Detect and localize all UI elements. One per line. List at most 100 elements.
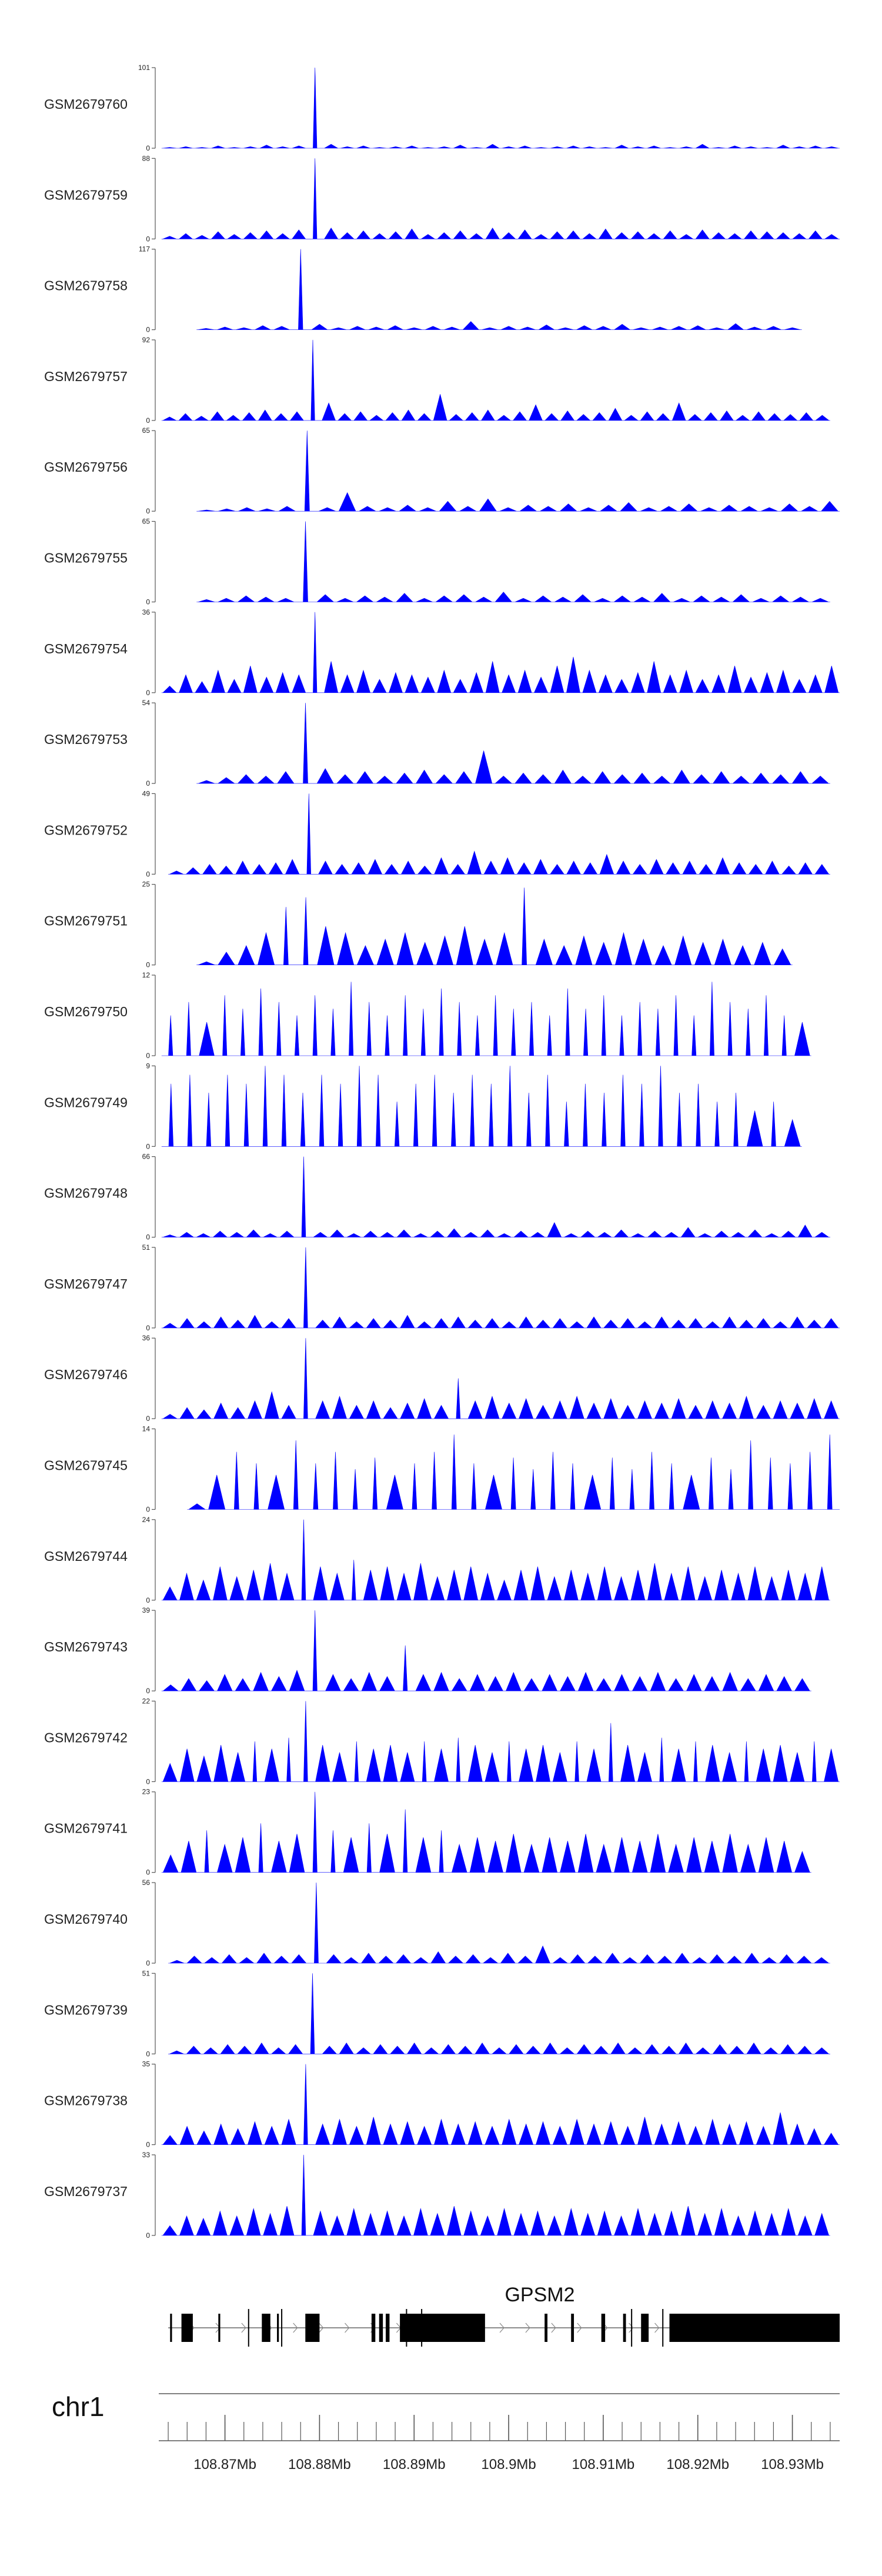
- y-tick-max-label: 51: [142, 1969, 151, 1977]
- y-tick-max-label: 117: [139, 245, 150, 253]
- y-tick-min-label: 0: [146, 689, 150, 697]
- strand-arrow: [293, 2323, 298, 2333]
- y-tick-max-label: 36: [142, 1334, 151, 1342]
- exon-boundary: [406, 2309, 407, 2347]
- y-tick-min-label: 0: [146, 1052, 150, 1060]
- y-tick-min-label: 0: [146, 1414, 150, 1423]
- track-label: GSM2679737: [44, 2184, 128, 2199]
- y-tick-min-label: 0: [146, 1233, 150, 1242]
- coverage-area: [161, 1156, 830, 1237]
- exon: [170, 2314, 172, 2342]
- coverage-area: [161, 1338, 840, 1419]
- track-label: GSM2679741: [44, 1821, 128, 1836]
- coverage-area: [161, 339, 830, 421]
- coverage-area: [161, 2154, 830, 2236]
- exon: [386, 2314, 390, 2342]
- strand-arrow: [551, 2323, 556, 2333]
- track-GSM2679749: GSM2679749 9 0: [44, 1062, 802, 1150]
- track-label: GSM2679754: [44, 641, 128, 656]
- y-tick-min-label: 0: [146, 961, 150, 969]
- y-tick-max-label: 56: [142, 1878, 151, 1887]
- exon: [669, 2314, 840, 2342]
- coverage-area: [168, 1882, 830, 1964]
- track-GSM2679760: GSM2679760 101 0: [44, 64, 840, 152]
- track-GSM2679740: GSM2679740 56 0: [44, 1878, 830, 1967]
- coverage-area: [196, 431, 840, 512]
- y-tick-max-label: 12: [142, 971, 151, 979]
- y-tick-max-label: 33: [142, 2151, 151, 2159]
- y-tick-max-label: 54: [142, 699, 151, 707]
- track-label: GSM2679739: [44, 2002, 128, 2017]
- track-label: GSM2679750: [44, 1004, 128, 1019]
- coverage-area: [161, 158, 840, 239]
- y-tick-min-label: 0: [146, 235, 150, 243]
- coverage-area: [196, 249, 802, 330]
- track-label: GSM2679756: [44, 459, 128, 475]
- exon: [305, 2314, 320, 2342]
- track-GSM2679737: GSM2679737 33 0: [44, 2151, 830, 2240]
- y-tick-min-label: 0: [146, 326, 150, 334]
- y-tick-max-label: 36: [142, 608, 151, 616]
- y-tick-min-label: 0: [146, 779, 150, 788]
- track-label: GSM2679760: [44, 96, 128, 112]
- exon-boundary: [421, 2309, 423, 2347]
- strand-arrow: [499, 2323, 505, 2333]
- exon: [571, 2314, 574, 2342]
- y-tick-min-label: 0: [146, 2231, 150, 2240]
- track-label: GSM2679745: [44, 1458, 128, 1473]
- strand-arrow: [241, 2323, 246, 2333]
- gene-label: GPSM2: [505, 2284, 574, 2306]
- x-tick-label: 108.91Mb: [572, 2457, 635, 2472]
- y-tick-max-label: 65: [142, 426, 151, 435]
- strand-arrow: [654, 2323, 660, 2333]
- track-label: GSM2679749: [44, 1095, 128, 1110]
- track-label: GSM2679753: [44, 732, 128, 747]
- coverage-area: [161, 1791, 811, 1873]
- track-GSM2679755: GSM2679755 65 0: [44, 518, 830, 606]
- track-GSM2679759: GSM2679759 88 0: [44, 154, 840, 243]
- track-GSM2679748: GSM2679748 66 0: [44, 1153, 830, 1242]
- y-tick-max-label: 51: [142, 1243, 151, 1252]
- track-GSM2679746: GSM2679746 36 0: [44, 1334, 840, 1423]
- x-tick-label: 108.89Mb: [383, 2457, 446, 2472]
- track-GSM2679739: GSM2679739 51 0: [44, 1969, 830, 2058]
- x-tick-label: 108.93Mb: [761, 2457, 824, 2472]
- coverage-area: [161, 1066, 802, 1147]
- track-label: GSM2679759: [44, 187, 128, 202]
- track-GSM2679751: GSM2679751 25 0: [44, 880, 793, 969]
- coverage-area: [168, 793, 830, 875]
- y-tick-max-label: 24: [142, 1516, 151, 1524]
- y-tick-max-label: 65: [142, 518, 151, 526]
- track-GSM2679745: GSM2679745 14 0: [44, 1425, 840, 1514]
- exon: [371, 2314, 376, 2342]
- coverage-area: [168, 1973, 830, 2054]
- track-GSM2679758: GSM2679758 117 0: [44, 245, 802, 334]
- chromosome-label: chr1: [52, 2391, 104, 2422]
- y-tick-min-label: 0: [146, 2141, 150, 2149]
- track-label: GSM2679740: [44, 1911, 128, 1927]
- y-tick-max-label: 39: [142, 1606, 151, 1614]
- y-tick-min-label: 0: [146, 1506, 150, 1514]
- strand-arrow: [345, 2323, 350, 2333]
- track-GSM2679741: GSM2679741 23 0: [44, 1788, 811, 1877]
- y-tick-min-label: 0: [146, 1687, 150, 1695]
- y-tick-max-label: 23: [142, 1788, 151, 1796]
- track-GSM2679750: GSM2679750 12 0: [44, 971, 811, 1060]
- exon: [262, 2314, 270, 2342]
- track-label: GSM2679755: [44, 550, 128, 566]
- coverage-area: [161, 1610, 811, 1691]
- x-tick-label: 108.87Mb: [193, 2457, 256, 2472]
- strand-arrow: [525, 2323, 530, 2333]
- y-tick-max-label: 101: [138, 64, 150, 72]
- track-label: GSM2679757: [44, 369, 128, 384]
- y-tick-min-label: 0: [146, 144, 150, 152]
- track-GSM2679742: GSM2679742 22 0: [44, 1697, 840, 1786]
- strand-arrow: [577, 2323, 582, 2333]
- y-tick-max-label: 22: [142, 1697, 151, 1705]
- track-GSM2679743: GSM2679743 39 0: [44, 1606, 811, 1695]
- track-label: GSM2679744: [44, 1549, 128, 1564]
- track-GSM2679757: GSM2679757 92 0: [44, 336, 830, 425]
- gene-model-track: GPSM2: [168, 2284, 840, 2347]
- track-GSM2679747: GSM2679747 51 0: [44, 1243, 840, 1332]
- track-GSM2679756: GSM2679756 65 0: [44, 426, 840, 515]
